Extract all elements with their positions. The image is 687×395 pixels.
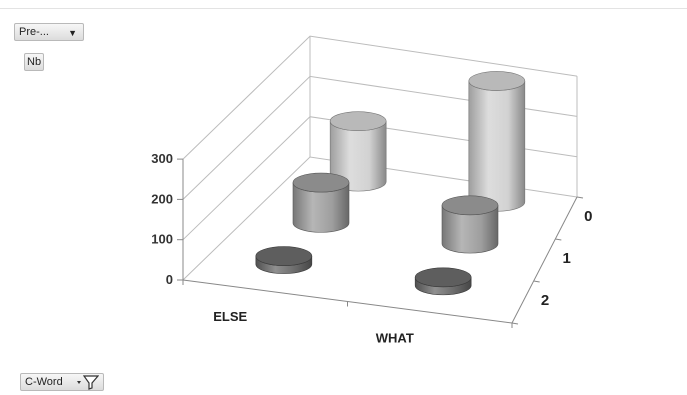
cylinder bbox=[441, 195, 499, 254]
filter-icon bbox=[77, 374, 100, 395]
category-label: WHAT bbox=[376, 330, 414, 345]
cylinder bbox=[468, 71, 526, 212]
cylinder bbox=[292, 172, 350, 233]
value-tick-label: 100 bbox=[151, 232, 173, 247]
depth-axis bbox=[511, 196, 578, 324]
page-field-label: Pre-... bbox=[19, 26, 49, 38]
chart-labels: 0 100 200 300 ELSE WHAT 0 1 2 bbox=[151, 151, 592, 345]
data-field-label: Nb bbox=[27, 56, 42, 68]
dropdown-arrow-icon: ▼ bbox=[68, 28, 77, 38]
chart-bars bbox=[255, 71, 526, 296]
data-field-button[interactable]: Nb bbox=[24, 53, 44, 71]
axis-field-button[interactable]: C-Word bbox=[20, 373, 104, 391]
value-tick-label: 300 bbox=[151, 151, 173, 166]
chart-axes bbox=[177, 158, 584, 328]
depth-tick bbox=[511, 322, 519, 325]
cylinder-top bbox=[329, 111, 387, 131]
cylinder-top bbox=[255, 246, 313, 266]
depth-label: 2 bbox=[541, 292, 549, 309]
depth-tick bbox=[533, 280, 540, 283]
cylinder-top bbox=[468, 71, 526, 91]
cylinder-top bbox=[414, 267, 472, 288]
cylinder-top bbox=[441, 195, 499, 216]
depth-tick bbox=[576, 196, 584, 199]
category-label: ELSE bbox=[213, 309, 247, 324]
depth-label: 1 bbox=[563, 250, 571, 267]
depth-tick bbox=[555, 238, 562, 241]
page-field-button[interactable]: Pre-... ▼ bbox=[14, 23, 84, 41]
top-divider bbox=[0, 8, 687, 9]
value-tick-label: 0 bbox=[166, 272, 173, 287]
value-tick-label: 200 bbox=[151, 191, 173, 206]
cylinder-top bbox=[292, 172, 350, 193]
depth-label: 0 bbox=[584, 208, 592, 225]
cylinder bbox=[255, 246, 313, 274]
cylinder bbox=[414, 267, 472, 296]
cylinder-body bbox=[468, 80, 526, 212]
axis-field-label: C-Word bbox=[25, 376, 63, 388]
cylinder bbox=[329, 111, 387, 192]
